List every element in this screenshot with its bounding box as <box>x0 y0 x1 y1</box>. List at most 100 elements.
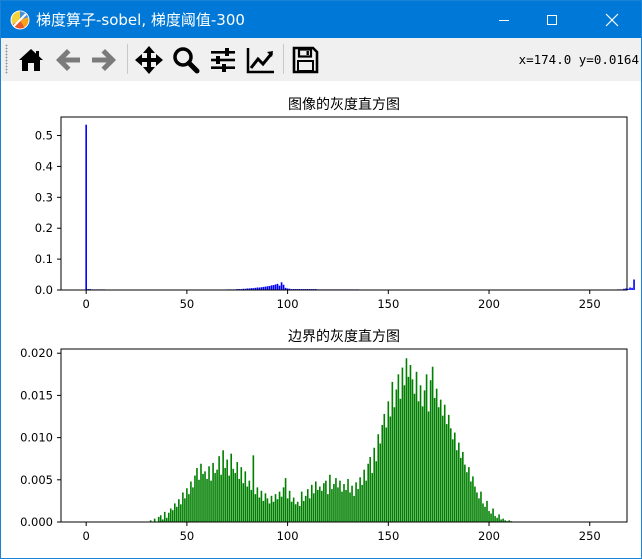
histogram2-bar <box>286 498 289 522</box>
histogram2-bar <box>296 501 299 522</box>
save-button[interactable] <box>289 44 321 76</box>
toolbar-separator <box>283 44 284 74</box>
histogram2-bar <box>449 428 452 522</box>
histogram1-bar <box>629 287 631 290</box>
histogram2-bar <box>216 469 218 522</box>
histogram2-bar <box>427 411 430 522</box>
histogram2-ytick-label: 0.010 <box>20 431 53 445</box>
histogram1-bar <box>248 288 251 290</box>
histogram2-bar <box>323 483 325 522</box>
histogram2-bar <box>238 478 241 522</box>
histogram2-bar <box>331 489 333 522</box>
histogram2-bar <box>447 414 450 522</box>
close-button[interactable] <box>589 1 635 38</box>
histogram1-xtick-label: 100 <box>277 297 299 311</box>
histogram1-xtick-label: 0 <box>83 297 90 311</box>
histogram2-bar <box>417 401 420 522</box>
histogram1-bar <box>284 287 287 290</box>
histogram2-bar <box>171 510 174 522</box>
histogram2-bar <box>480 491 482 522</box>
histogram2-bar <box>157 516 160 522</box>
histogram2-bar <box>371 473 373 522</box>
maximize-icon <box>547 14 557 25</box>
histogram2-bar <box>429 380 432 522</box>
histogram2-bar <box>184 498 186 522</box>
zoom-button[interactable] <box>170 44 202 76</box>
histogram2-bar <box>220 474 222 522</box>
histogram2-bar <box>228 475 230 522</box>
histogram2-bar <box>224 467 226 522</box>
histogram2-bar <box>329 474 331 522</box>
histogram2-bar <box>182 492 184 522</box>
figure-canvas[interactable]: 图像的灰度直方图 0 50 100 150 200 250 0.0 0.1 0.2 0.3 0.4 0.… <box>1 81 641 558</box>
histogram2-bar <box>325 480 327 522</box>
histogram2-bar <box>369 457 371 522</box>
minimize-button[interactable] <box>481 1 527 38</box>
histogram1-bar <box>252 288 255 290</box>
histogram1-title: 图像的灰度直方图 <box>288 96 400 113</box>
histogram2-bar <box>234 473 237 522</box>
histogram1-bar <box>286 288 289 290</box>
histogram2-bar <box>240 467 243 522</box>
histogram2-bar <box>349 492 351 522</box>
histogram2-bar <box>421 406 424 522</box>
cursor-coordinates: x=174.0 y=0.0164 <box>518 52 639 67</box>
histogram2-bar <box>407 376 410 522</box>
histogram2-bar <box>387 401 390 522</box>
histogram2-bar <box>208 466 210 522</box>
histogram2-xtick-label: 200 <box>478 529 500 543</box>
histogram2-bar <box>468 467 470 522</box>
histogram2-bar <box>494 516 496 522</box>
histogram2-bar <box>280 496 283 522</box>
histogram2-bar <box>504 520 506 522</box>
histogram2-bar <box>443 404 446 522</box>
histogram2-bar <box>165 517 168 522</box>
app-icon[interactable] <box>10 10 30 30</box>
histogram2-bar <box>159 515 162 522</box>
maximize-button[interactable] <box>529 1 575 38</box>
navigation-toolbar: x=174.0 y=0.0164 <box>1 38 641 81</box>
histogram2-bar <box>397 374 400 522</box>
histogram2-bar <box>202 473 204 522</box>
histogram2-bar <box>163 511 166 522</box>
histogram2-bar <box>315 481 317 522</box>
histogram2-bar <box>222 450 224 522</box>
pan-button[interactable] <box>133 44 165 76</box>
histogram2-bar <box>462 451 464 522</box>
home-button[interactable] <box>15 44 47 76</box>
histogram2-bar <box>437 407 440 522</box>
toolbar-grip[interactable] <box>5 44 8 74</box>
histogram2-xtick-label: 50 <box>180 529 195 543</box>
edit-axes-button[interactable] <box>245 44 277 76</box>
histogram2-bar <box>288 490 291 522</box>
histogram1-bar <box>274 284 277 290</box>
histogram2-bar <box>242 483 245 522</box>
histogram1-bar <box>623 288 625 290</box>
histogram1-bar <box>268 285 271 290</box>
histogram2-bar <box>405 358 408 522</box>
histogram2-bar <box>413 393 416 522</box>
title-bar[interactable]: 梯度算子-sobel, 梯度阈值-300 <box>1 1 641 38</box>
histogram2-bar <box>161 519 164 522</box>
window-title: 梯度算子-sobel, 梯度阈值-300 <box>36 11 245 29</box>
forward-button[interactable] <box>88 44 120 76</box>
histogram2-bar <box>262 500 265 522</box>
histogram2-bar <box>351 485 353 522</box>
back-button[interactable] <box>52 44 84 76</box>
histogram2-bar <box>274 494 277 522</box>
histogram2-bar <box>337 487 339 522</box>
histogram2-bar <box>282 487 285 522</box>
home-icon <box>19 49 43 71</box>
arrow-right-icon <box>92 49 116 71</box>
histogram2-bar <box>373 447 376 522</box>
histogram2-bar <box>431 366 434 522</box>
histogram2-bar <box>419 385 422 522</box>
histogram2-bar <box>335 478 337 522</box>
histogram1-bar <box>625 288 627 290</box>
histogram2-xtick-label: 0 <box>83 529 90 543</box>
subplots-button[interactable] <box>207 44 239 76</box>
histogram2-bar <box>276 499 279 522</box>
histogram2-bar <box>423 390 426 522</box>
histogram1-xtick-label: 200 <box>478 297 500 311</box>
histogram1-bar <box>254 287 257 290</box>
